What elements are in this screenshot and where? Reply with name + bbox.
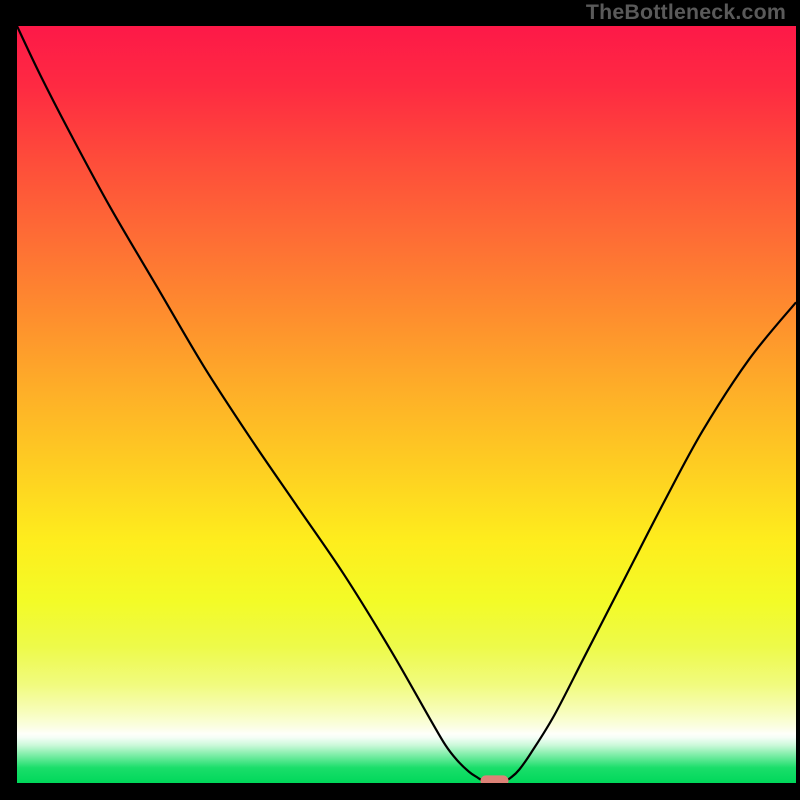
chart-frame: TheBottleneck.com xyxy=(0,0,800,800)
chart-background xyxy=(17,26,796,783)
watermark-text: TheBottleneck.com xyxy=(586,0,786,25)
plot-area xyxy=(17,26,796,783)
sweet-spot-marker xyxy=(481,775,509,783)
bottleneck-chart xyxy=(17,26,796,783)
